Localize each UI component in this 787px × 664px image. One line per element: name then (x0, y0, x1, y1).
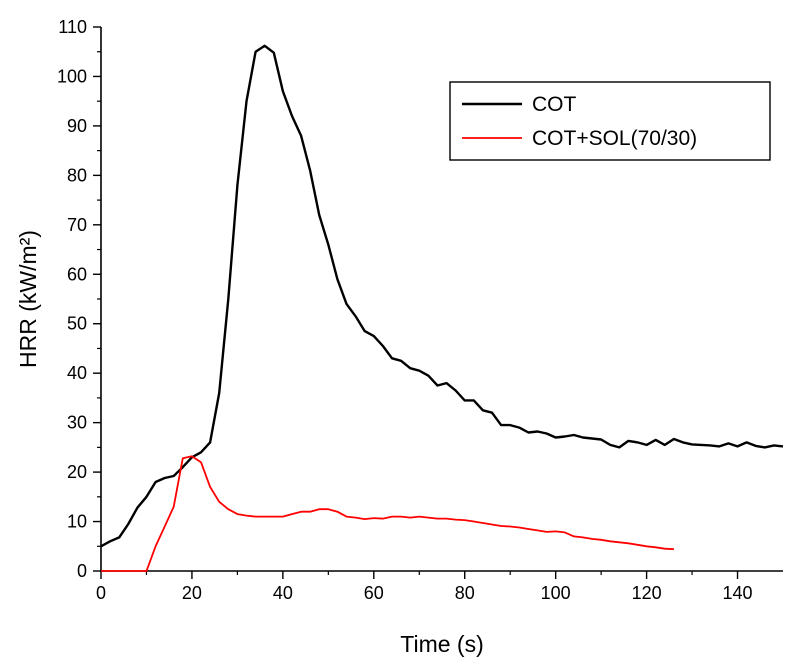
series-line-cot-sol (101, 455, 674, 572)
axes: 0 20 40 60 80 100 120 140 0 10 20 30 40 50 60 70 80 90 100… (57, 17, 783, 603)
x-tick-label: 20 (182, 583, 202, 603)
x-axis-title: Time (s) (400, 631, 483, 657)
y-tick-label: 70 (67, 215, 87, 235)
x-tick-label: 40 (273, 583, 293, 603)
series-line-cot (100, 44, 784, 548)
y-tick-label: 90 (67, 116, 87, 136)
series-layer (100, 44, 784, 572)
x-tick-label: 100 (541, 583, 571, 603)
y-tick-label: 0 (77, 561, 87, 581)
legend-label: COT (532, 93, 577, 116)
x-tick-label: 80 (455, 583, 475, 603)
x-tick-label: 60 (364, 583, 384, 603)
y-tick-label: 40 (67, 363, 87, 383)
y-tick-label: 60 (67, 264, 87, 284)
legend-box (449, 81, 771, 161)
y-axis-title: HRR (kW/m²) (15, 230, 41, 368)
x-tick-label: 140 (723, 583, 753, 603)
x-tick-label: 0 (96, 583, 106, 603)
y-tick-label: 80 (67, 165, 87, 185)
y-tick-label: 50 (67, 314, 87, 334)
legend: COT COT+SOL(70/30) (449, 81, 771, 161)
x-tick-label: 120 (632, 583, 662, 603)
y-tick-label: 100 (57, 66, 87, 86)
y-tick-label: 20 (67, 462, 87, 482)
y-tick-label: 110 (58, 17, 87, 37)
y-tick-label: 10 (67, 512, 87, 532)
y-tick-label: 30 (67, 413, 87, 433)
legend-label: COT+SOL(70/30) (532, 127, 697, 150)
